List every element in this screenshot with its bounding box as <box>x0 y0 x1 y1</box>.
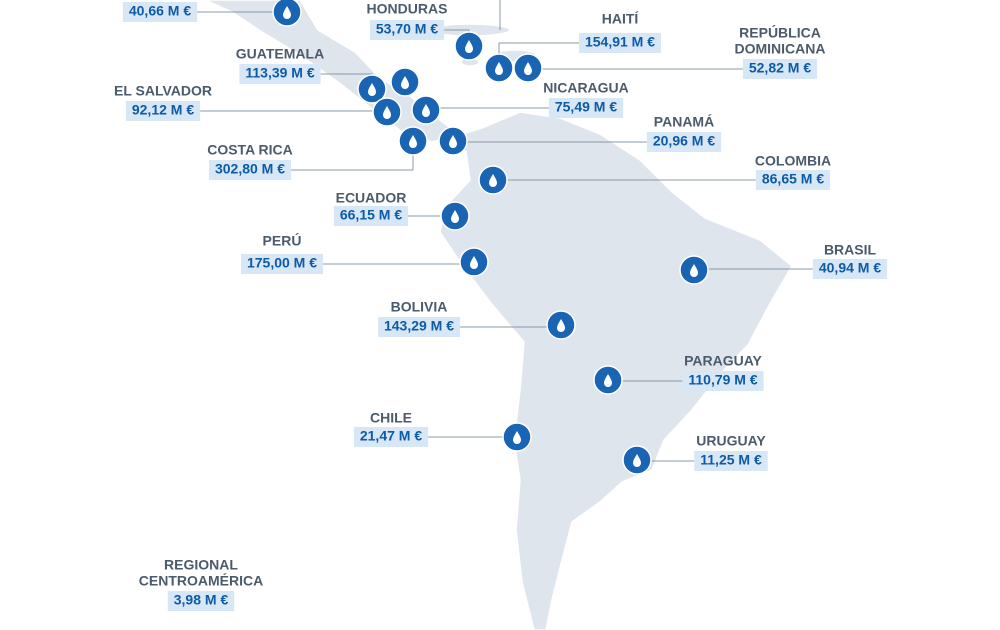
amount: 154,91 M € <box>585 34 655 50</box>
markers <box>272 0 709 475</box>
region-name: HONDURAS <box>367 1 448 17</box>
marker <box>679 255 709 285</box>
amount: 40,94 M € <box>819 260 881 276</box>
region-name: HAITÍ <box>602 11 640 27</box>
amount: 110,79 M € <box>688 372 757 388</box>
amount-box <box>122 2 198 22</box>
marker <box>459 247 489 277</box>
drop-icon <box>283 6 291 19</box>
drop-icon <box>383 106 391 119</box>
amount-box <box>240 254 324 274</box>
marker <box>372 97 402 127</box>
marker <box>454 31 484 61</box>
marker <box>390 67 420 97</box>
marker <box>438 126 468 156</box>
region-name: CENTROAMÉRICA <box>139 573 263 589</box>
region-name: PARAGUAY <box>684 353 762 369</box>
leader-line <box>527 68 743 70</box>
drop-icon <box>449 135 457 148</box>
drop-icon <box>465 40 473 53</box>
amount-box <box>578 33 662 53</box>
amount-box <box>812 259 888 279</box>
amount: 21,47 M € <box>360 428 422 444</box>
drop-icon <box>524 62 532 75</box>
leader-line <box>291 141 414 171</box>
region-name: ECUADOR <box>336 190 407 206</box>
amount: 302,80 M € <box>215 161 285 177</box>
marker <box>593 365 623 395</box>
leader-line <box>200 110 388 112</box>
region-name: BOLIVIA <box>391 299 448 315</box>
leader-line <box>323 262 475 265</box>
drop-icon <box>604 374 612 387</box>
amount: 66,15 M € <box>340 207 402 223</box>
region-name: PERÚ <box>263 232 302 249</box>
region-name: CHILE <box>370 410 412 426</box>
amount: 75,49 M € <box>555 99 617 115</box>
marker <box>478 165 508 195</box>
drop-icon <box>633 454 641 467</box>
drop-icon <box>470 256 478 269</box>
drop-icon <box>690 264 698 277</box>
amount: 143,29 M € <box>384 318 454 334</box>
drop-icon <box>513 431 521 444</box>
drop-icon <box>495 62 503 75</box>
marker <box>411 95 441 125</box>
leader-line <box>425 107 549 110</box>
amount: 52,82 M € <box>749 60 811 76</box>
region-name: REPÚBLICA <box>739 24 821 41</box>
drop-icon <box>489 174 497 187</box>
amount-box <box>548 98 624 118</box>
region-name: REGIONAL <box>164 557 238 573</box>
amount-box <box>353 427 429 447</box>
region-name: EL SALVADOR <box>114 83 212 99</box>
amount: 175,00 M € <box>247 255 317 271</box>
region-name: COLOMBIA <box>755 153 831 169</box>
amount-box <box>755 170 831 190</box>
marker <box>546 310 576 340</box>
region-name: PANAMÁ <box>654 114 714 130</box>
amount-box <box>125 101 201 121</box>
region-name: URUGUAY <box>696 433 766 449</box>
amount: 113,39 M € <box>245 65 314 81</box>
amount-box <box>369 20 445 40</box>
drop-icon <box>451 210 459 223</box>
drop-icon <box>422 104 430 117</box>
amount: 3,98 M € <box>174 592 229 608</box>
amount: 53,70 M € <box>376 21 438 37</box>
amount: 20,96 M € <box>653 133 715 149</box>
drop-icon <box>409 135 417 148</box>
amount: 40,66 M € <box>129 3 191 19</box>
amount-box <box>742 59 818 79</box>
marker <box>357 74 387 104</box>
amount-box <box>208 160 292 180</box>
labels: 40,66 M € HONDURAS 53,70 M € HAITÍ 154,91 M … <box>114 0 888 611</box>
amount: 11,25 M € <box>700 452 762 468</box>
marker <box>272 0 302 27</box>
amount-box <box>167 591 235 611</box>
marker <box>484 53 514 83</box>
marker <box>440 201 470 231</box>
amount-box <box>377 317 461 337</box>
region-name: DOMINICANA <box>735 41 826 57</box>
amount-box <box>694 451 768 471</box>
region-name: BRASIL <box>824 242 877 258</box>
amount-box <box>333 206 409 226</box>
region-name: GUATEMALA <box>236 46 324 62</box>
marker <box>502 422 532 452</box>
drop-icon <box>557 319 565 332</box>
region-name: COSTA RICA <box>207 142 293 158</box>
drop-icon <box>368 83 376 96</box>
marker <box>513 53 543 83</box>
region-name: NICARAGUA <box>543 80 629 96</box>
amount-box <box>239 64 321 84</box>
amount-box <box>682 371 764 391</box>
marker <box>622 445 652 475</box>
amount-box <box>646 132 722 152</box>
land <box>204 0 793 630</box>
amount: 86,65 M € <box>762 171 824 187</box>
amount: 92,12 M € <box>132 102 194 118</box>
marker <box>398 126 428 156</box>
